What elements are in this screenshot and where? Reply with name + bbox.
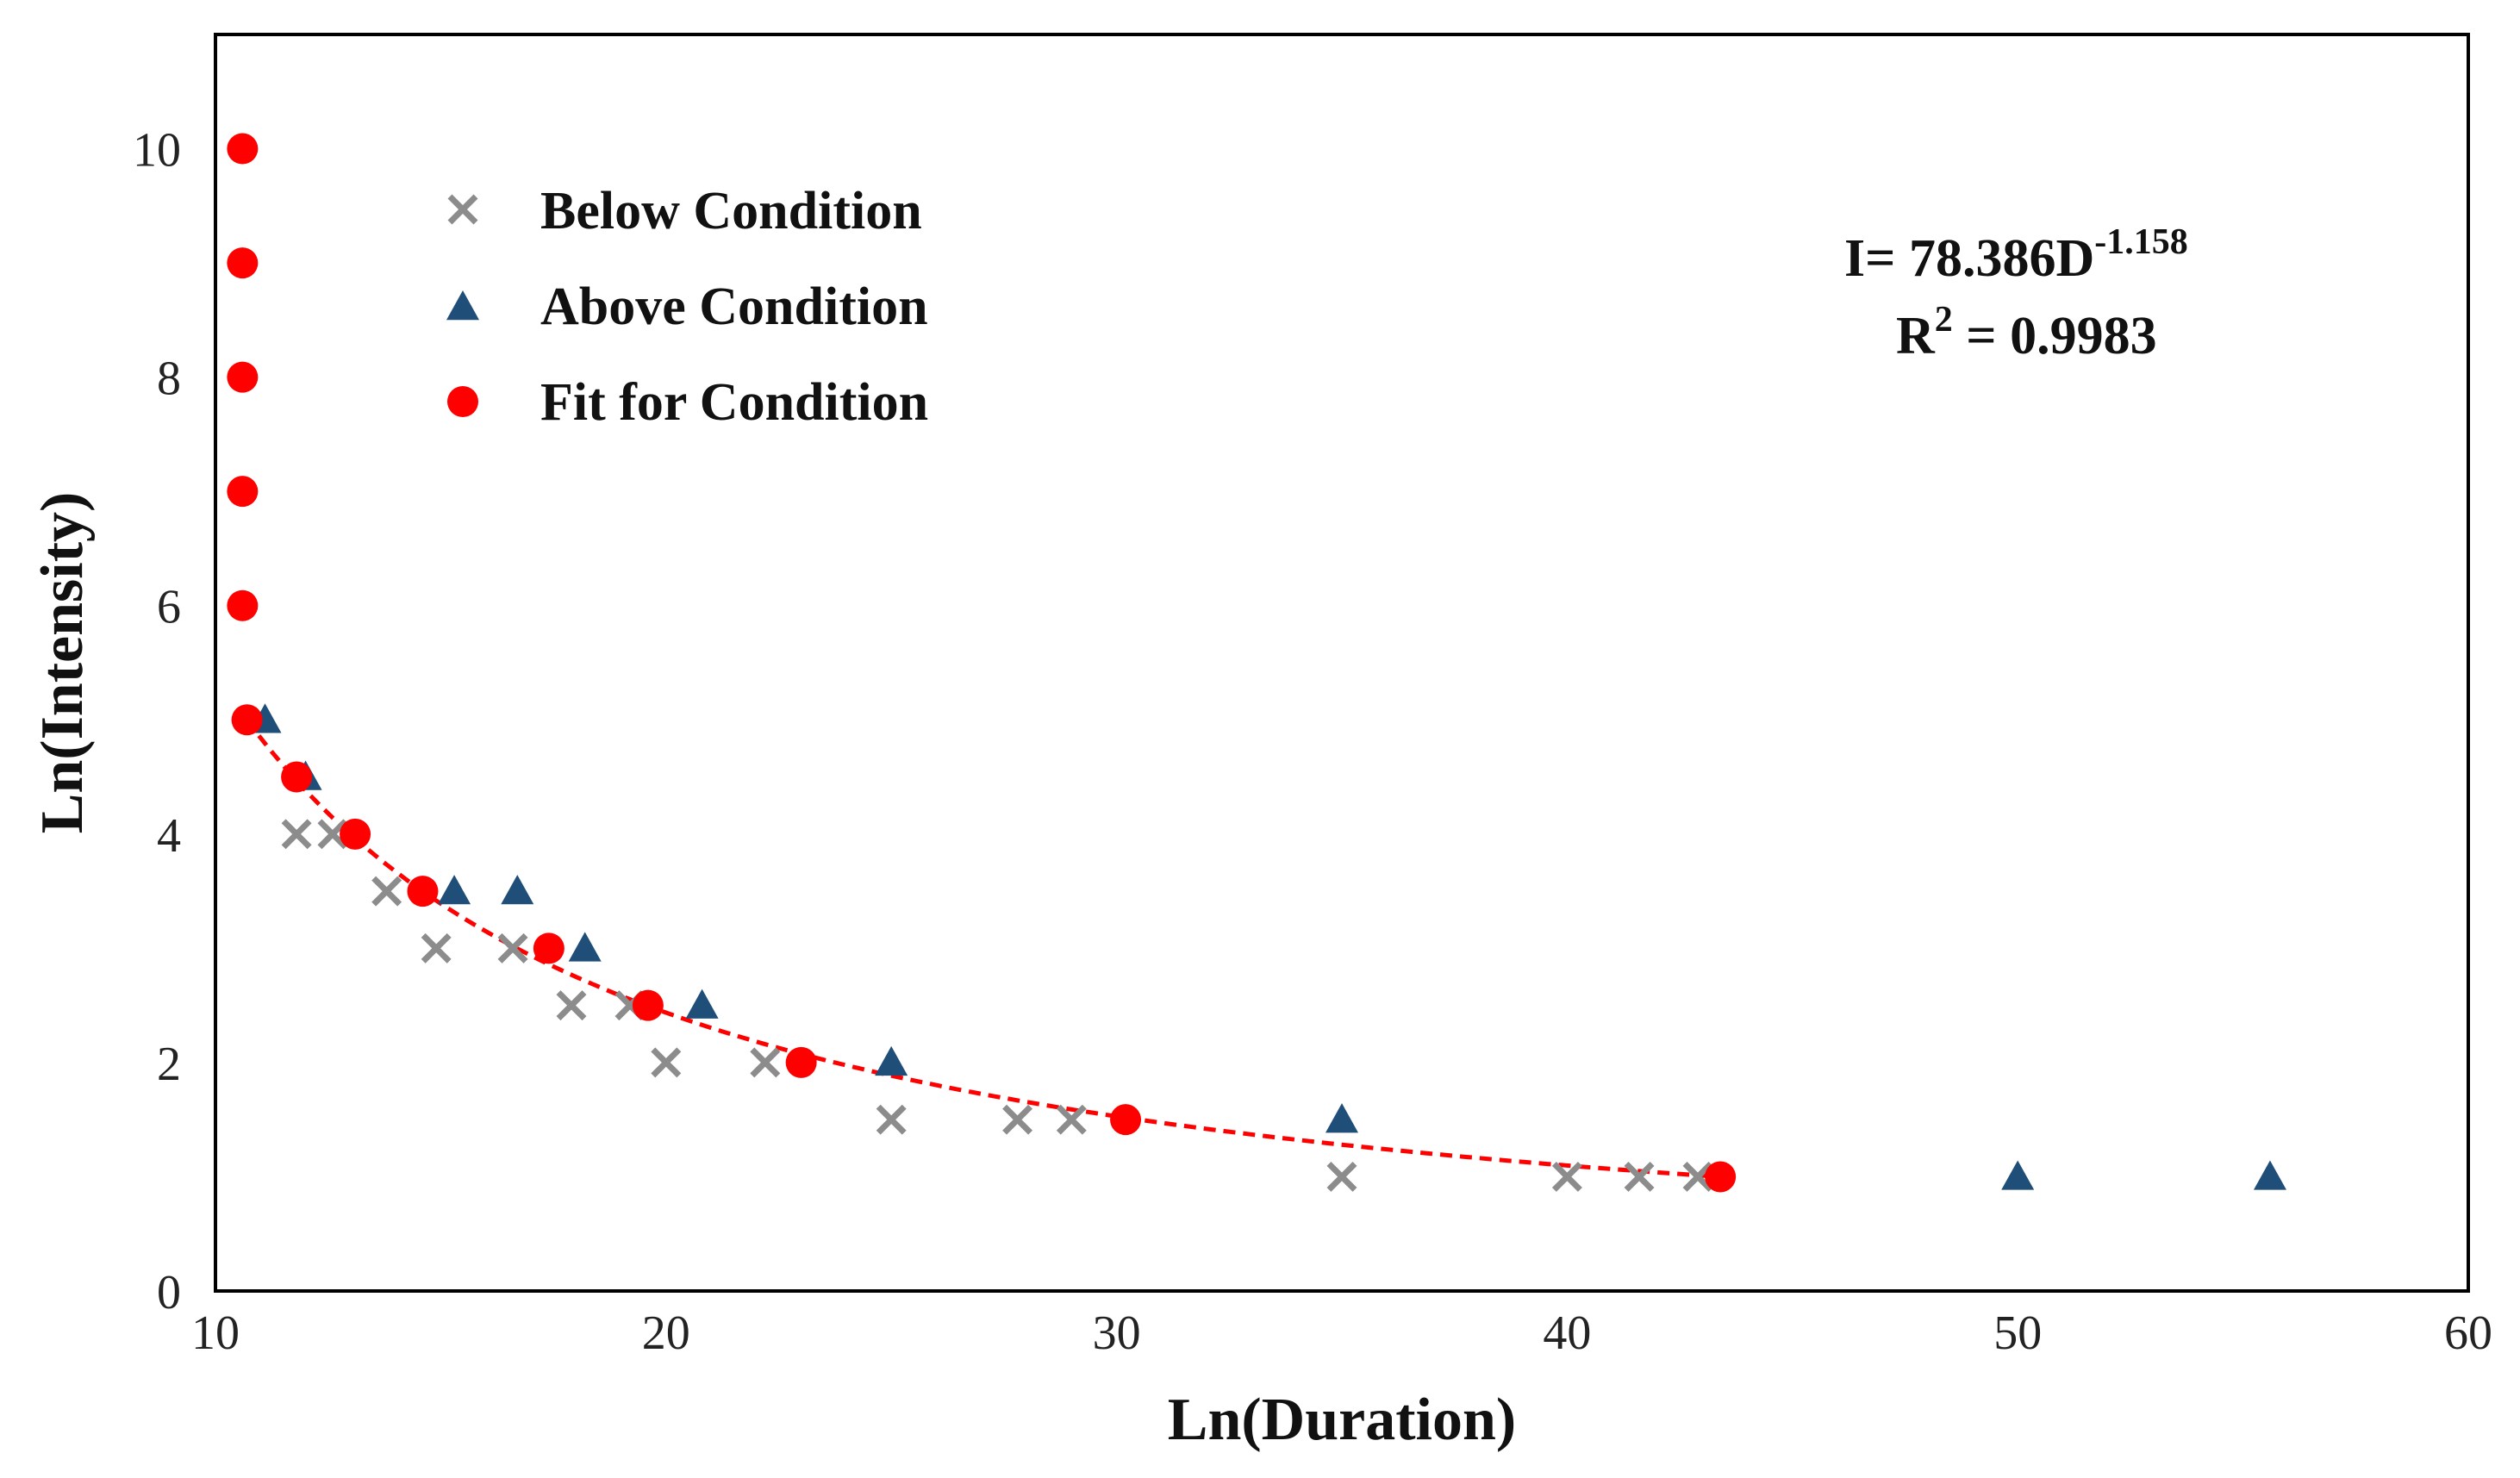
- legend-label-fit: Fit for Condition: [540, 373, 928, 432]
- y-tick-label: 10: [133, 124, 181, 178]
- x-stroke: [1056, 1104, 1087, 1135]
- legend-label-below: Below Condition: [540, 182, 922, 240]
- below-point: [556, 990, 587, 1021]
- above-point: [875, 1045, 908, 1076]
- fit-point: [227, 133, 259, 165]
- fit-point: [227, 476, 259, 508]
- x-stroke: [447, 194, 478, 225]
- x-tick-label: 40: [1543, 1307, 1591, 1360]
- r2-value: = 0.9983: [1953, 307, 2157, 365]
- x-stroke: [497, 932, 528, 964]
- below-point: [651, 1047, 682, 1078]
- legend-marker-below: [447, 194, 478, 225]
- x-tick-label: 30: [1093, 1307, 1141, 1360]
- fit-point: [227, 589, 259, 621]
- x-tick-label: 20: [642, 1307, 690, 1360]
- below-point: [497, 932, 528, 964]
- legend-marker-fit: [447, 386, 478, 417]
- r2-prefix: R: [1896, 307, 1936, 365]
- below-point: [371, 876, 402, 907]
- below-point: [1326, 1161, 1357, 1192]
- x-tick-label: 10: [191, 1307, 240, 1360]
- y-tick-labels: 0 2 4 6 8 10: [133, 124, 181, 1319]
- above-point: [2001, 1160, 2035, 1190]
- x-stroke: [1682, 1161, 1713, 1192]
- x-stroke: [281, 819, 312, 850]
- y-tick-label: 6: [157, 581, 181, 634]
- below-point: [1624, 1161, 1655, 1192]
- above-point: [2253, 1160, 2286, 1190]
- legend-triangle-marker: [446, 290, 479, 321]
- r2-exponent: 2: [1935, 300, 1953, 340]
- x-stroke: [371, 876, 402, 907]
- x-stroke: [1002, 1104, 1033, 1135]
- x-stroke: [317, 819, 348, 850]
- equation-annotation: I= 78.386D-1.158 R2 = 0.9983: [1844, 222, 2188, 365]
- power-trendline: [245, 718, 1721, 1179]
- x-stroke: [876, 1104, 907, 1135]
- x-tick-label: 60: [2444, 1307, 2492, 1360]
- equation-prefix: I= 78.386D: [1844, 229, 2094, 288]
- legend-x-marker: [447, 194, 478, 225]
- legend-label-above: Above Condition: [540, 278, 928, 336]
- below-point: [317, 819, 348, 850]
- above-point: [501, 875, 534, 905]
- above-point: [1325, 1103, 1358, 1133]
- fit-point: [785, 1046, 817, 1078]
- below-point: [1056, 1104, 1087, 1135]
- below-point: [1002, 1104, 1033, 1135]
- data-marks: [227, 133, 2286, 1193]
- x-stroke: [750, 1047, 781, 1078]
- x-stroke: [1624, 1161, 1655, 1192]
- x-stroke: [421, 932, 452, 964]
- fit-point: [281, 761, 313, 793]
- below-point: [421, 932, 452, 964]
- fit-point: [1110, 1104, 1142, 1136]
- y-tick-label: 0: [157, 1266, 181, 1319]
- fit-point: [227, 247, 259, 279]
- equation-exponent: -1.158: [2094, 222, 2188, 262]
- legend: Below Condition Above Condition Fit for …: [446, 182, 928, 432]
- x-stroke: [1326, 1161, 1357, 1192]
- legend-marker-above: [446, 290, 479, 321]
- x-tick-label: 50: [1993, 1307, 2042, 1360]
- x-stroke: [651, 1047, 682, 1078]
- legend-circle-marker: [447, 386, 478, 417]
- fit-point: [1705, 1161, 1737, 1193]
- x-tick-labels: 10 20 30 40 50 60: [191, 1307, 2492, 1360]
- x-stroke: [556, 990, 587, 1021]
- fit-point: [231, 704, 263, 736]
- below-point: [281, 819, 312, 850]
- y-axis-title: Ln(Intensity): [29, 492, 96, 834]
- r-squared-text: R2 = 0.9983: [1896, 300, 2157, 365]
- above-point: [685, 988, 719, 1019]
- fit-point: [227, 361, 259, 393]
- y-tick-label: 4: [157, 809, 181, 863]
- below-point: [876, 1104, 907, 1135]
- below-point: [1551, 1161, 1582, 1192]
- x-stroke: [1551, 1161, 1582, 1192]
- fit-point: [533, 932, 565, 964]
- fit-point: [340, 818, 371, 850]
- y-tick-label: 8: [157, 352, 181, 406]
- fit-point: [632, 989, 664, 1021]
- below-point: [750, 1047, 781, 1078]
- above-point: [438, 875, 471, 905]
- above-point: [568, 932, 602, 962]
- y-tick-label: 2: [157, 1038, 181, 1091]
- x-axis-title: Ln(Duration): [1168, 1387, 1516, 1453]
- fit-point: [407, 876, 439, 907]
- below-point: [1682, 1161, 1713, 1192]
- equation-text: I= 78.386D-1.158: [1844, 222, 2188, 288]
- plot-frame: [214, 33, 2470, 1293]
